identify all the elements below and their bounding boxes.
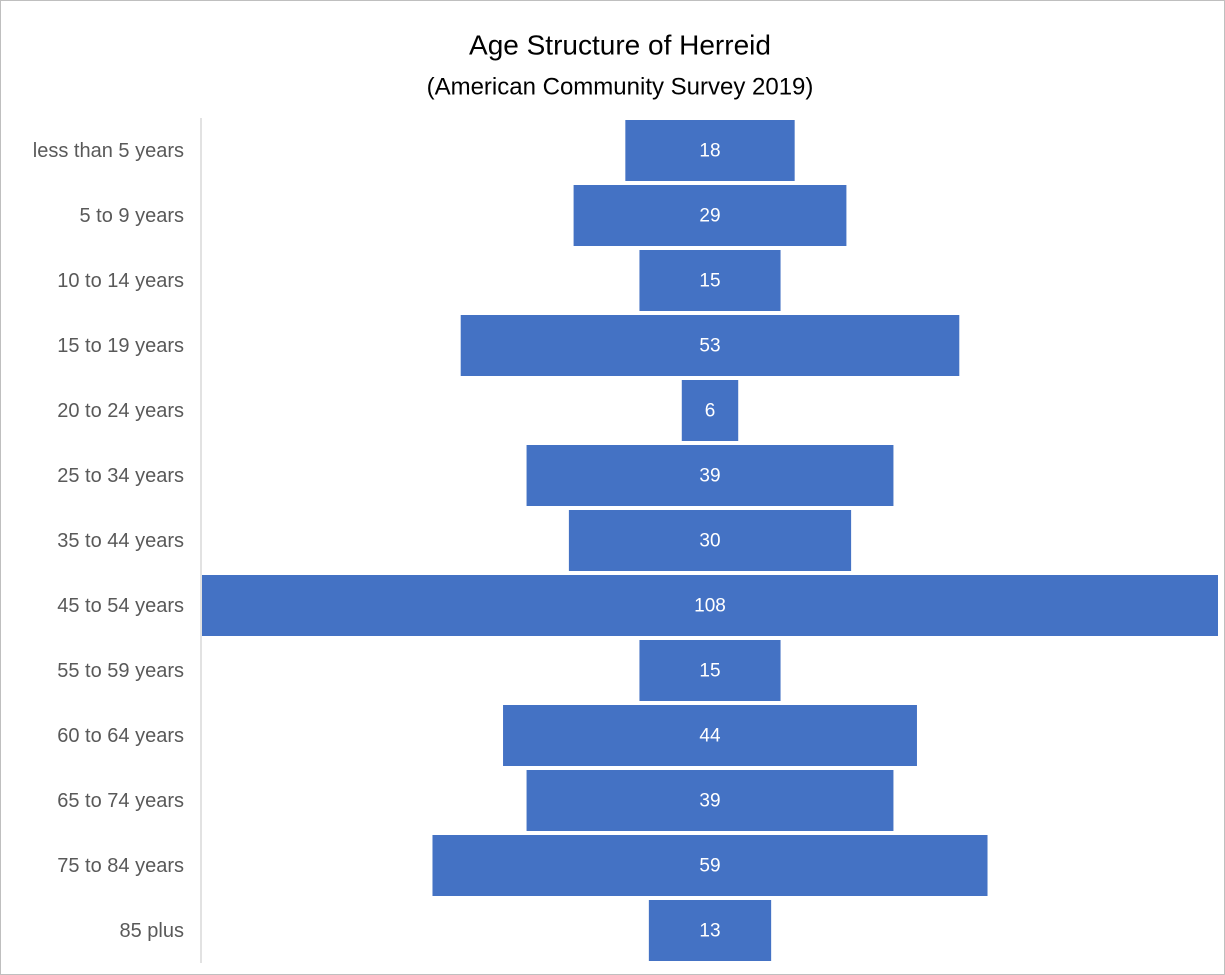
- bar: [526, 770, 894, 831]
- category-label: 60 to 64 years: [57, 725, 184, 747]
- category-label: 15 to 19 years: [57, 335, 184, 357]
- category-label: 10 to 14 years: [57, 270, 184, 292]
- data-label: 108: [694, 596, 726, 617]
- category-label: 45 to 54 years: [57, 595, 184, 617]
- bar: [639, 250, 781, 311]
- bar: [503, 705, 917, 766]
- data-label: 39: [699, 791, 720, 812]
- data-label: 6: [705, 401, 716, 422]
- bar: [460, 315, 960, 376]
- data-label: 44: [699, 726, 721, 747]
- bar: [625, 120, 795, 181]
- data-label: 30: [699, 531, 720, 552]
- bar: [432, 835, 988, 896]
- bar: [639, 640, 781, 701]
- data-label: 15: [699, 271, 720, 292]
- bar: [202, 575, 1218, 636]
- bar: [568, 510, 852, 571]
- bar: [648, 900, 772, 961]
- data-label: 29: [699, 206, 720, 227]
- category-label: 25 to 34 years: [57, 465, 184, 487]
- category-label: 20 to 24 years: [57, 400, 184, 422]
- category-label: 55 to 59 years: [57, 660, 184, 682]
- bar: [573, 185, 847, 246]
- data-label: 13: [699, 921, 720, 942]
- category-label: 85 plus: [120, 920, 185, 942]
- chart-title: Age Structure of Herreid: [469, 29, 771, 60]
- bar: [526, 445, 894, 506]
- data-label: 39: [699, 466, 720, 487]
- category-label: 75 to 84 years: [57, 855, 184, 877]
- category-label: 5 to 9 years: [79, 205, 184, 227]
- data-label: 59: [699, 856, 720, 877]
- chart-subtitle: (American Community Survey 2019): [427, 73, 814, 100]
- data-label: 15: [699, 661, 720, 682]
- category-label: 65 to 74 years: [57, 790, 184, 812]
- category-label: less than 5 years: [33, 140, 184, 162]
- data-label: 53: [699, 336, 720, 357]
- category-label: 35 to 44 years: [57, 530, 184, 552]
- bar: [681, 380, 739, 441]
- data-label: 18: [699, 141, 720, 162]
